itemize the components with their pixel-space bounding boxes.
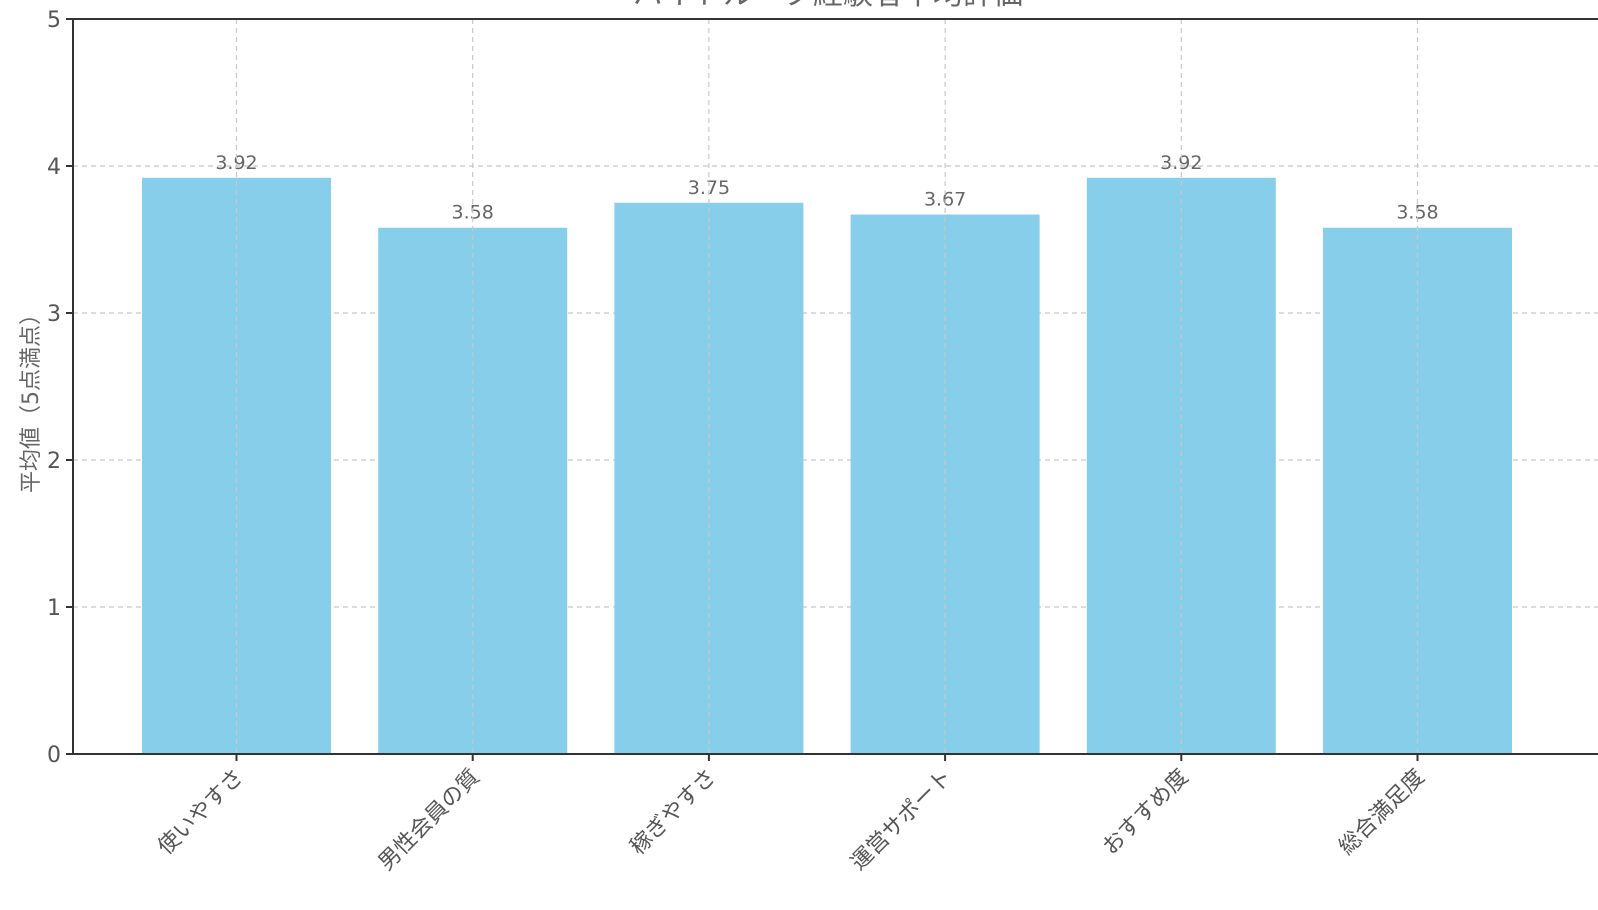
x-tick-label: 稼ぎやすさ [626,765,721,860]
axes [66,18,1598,761]
bar-value-label: 3.75 [688,177,730,199]
chart-title: バイトルーク経験者平均評価 [633,0,1023,12]
x-tick-label: 総合満足度 [1334,765,1429,860]
x-tick-label: おすすめ度 [1098,765,1193,860]
x-tick-labels: 使いやすさ 男性会員の質 稼ぎやすさ 運営サポート おすすめ度 総合満足度 [153,765,1429,876]
x-tick-label: 運営サポート [846,765,957,876]
bar-value-label: 3.92 [1160,152,1202,174]
y-tick-labels: 0 1 2 3 4 5 [47,8,61,768]
x-tick-label: 男性会員の質 [374,765,485,876]
y-tick-label: 1 [47,596,61,621]
x-tick-label: 使いやすさ [153,765,248,860]
y-tick-label: 4 [47,155,61,180]
bar [850,214,1040,754]
bars [142,177,1512,755]
y-tick-label: 5 [47,8,61,33]
y-axis-label: 平均値（5点満点） [19,303,44,493]
y-tick-label: 2 [47,449,61,474]
vertical-grid-lines [235,19,1419,754]
y-tick-label: 3 [47,302,61,327]
bar-value-label: 3.92 [215,152,257,174]
y-tick-label: 0 [47,743,61,768]
